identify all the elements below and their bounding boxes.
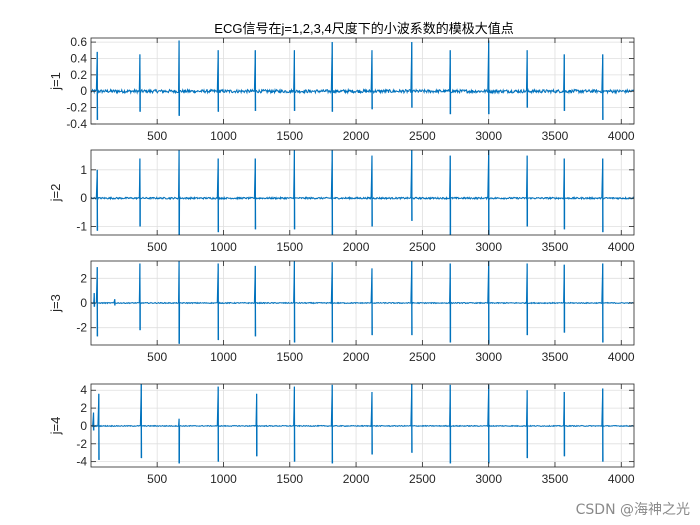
x-tick-label: 3000 (475, 350, 502, 364)
y-axis-label: j=3 (48, 294, 63, 313)
x-tick-label: 500 (147, 350, 167, 364)
x-tick-label: 3500 (542, 240, 569, 254)
x-tick-label: 2500 (409, 472, 436, 486)
x-tick-label: 1000 (210, 350, 237, 364)
x-tick-label: 3500 (542, 129, 569, 143)
subplot-j2: 500 1000 1500 2000 2500 3000 3500 4000 -1 0 1 j=2 (48, 149, 635, 254)
x-tick-label: 1500 (276, 129, 303, 143)
y-tick-label: -2 (76, 321, 87, 335)
y-tick-label: 0 (80, 419, 87, 433)
y-tick-label: 2 (80, 271, 87, 285)
x-tick-label: 3500 (542, 472, 569, 486)
y-tick-label: -4 (76, 455, 87, 469)
y-tick-label: 4 (80, 383, 87, 397)
x-tick-label: 500 (147, 129, 167, 143)
plot-area (91, 38, 634, 124)
y-tick-label: 0.6 (70, 35, 87, 49)
y-tick-label: -0.4 (66, 117, 87, 131)
axes-box (90, 383, 635, 468)
y-tick-label: 0 (80, 84, 87, 98)
x-tick-label: 4000 (608, 240, 635, 254)
plot-area (91, 150, 634, 235)
watermark: CSDN @海神之光 (575, 502, 690, 518)
x-tick-label: 3000 (475, 472, 502, 486)
x-tick-label: 2000 (343, 240, 370, 254)
y-axis-label: j=1 (48, 72, 63, 91)
x-tick-label: 1500 (276, 350, 303, 364)
subplot-j1: 500 1000 1500 2000 2500 3000 3500 4000 -0.4 -0.2 0… (48, 35, 635, 143)
y-axis-label: j=4 (48, 417, 63, 436)
x-tick-label: 1000 (210, 240, 237, 254)
x-tick-label: 2000 (343, 129, 370, 143)
x-tick-label: 1500 (276, 240, 303, 254)
x-tick-label: 3000 (475, 129, 502, 143)
x-tick-label: 1500 (276, 472, 303, 486)
y-tick-label: 1 (80, 163, 87, 177)
y-tick-label: -1 (76, 220, 87, 234)
x-tick-label: 2000 (343, 350, 370, 364)
signal-trace-j2 (90, 149, 635, 236)
x-tick-label: 1000 (210, 472, 237, 486)
subplot-j4: 500 1000 1500 2000 2500 3000 3500 4000 -4 -2 0 2 4 j=… (48, 383, 635, 486)
x-tick-label: 4000 (608, 350, 635, 364)
signal-trace-j1 (90, 40, 635, 120)
y-axis-label: j=2 (48, 184, 63, 203)
x-tick-label: 2000 (343, 472, 370, 486)
x-tick-label: 2500 (409, 129, 436, 143)
x-tick-label: 2500 (409, 240, 436, 254)
y-tick-label: 2 (80, 401, 87, 415)
y-tick-label: 0 (80, 296, 87, 310)
y-tick-label: -2 (76, 437, 87, 451)
x-tick-label: 3000 (475, 240, 502, 254)
x-tick-label: 500 (147, 240, 167, 254)
y-tick-label: 0.2 (70, 68, 87, 82)
y-tick-label: 0 (80, 191, 87, 205)
x-tick-label: 2500 (409, 350, 436, 364)
x-tick-label: 1000 (210, 129, 237, 143)
signal-trace-j4 (90, 383, 634, 464)
subplot-panels: 500 1000 1500 2000 2500 3000 3500 4000-0.4-0.20… (48, 35, 635, 486)
x-tick-label: 3500 (542, 350, 569, 364)
signal-trace-j3 (90, 260, 634, 344)
y-tick-label: 0.4 (70, 51, 87, 65)
x-tick-label: 4000 (608, 129, 635, 143)
x-tick-label: 500 (147, 472, 167, 486)
axes-box (90, 149, 635, 236)
axes-box (90, 37, 635, 125)
subplot-j3: 500 1000 1500 2000 2500 3000 3500 4000 -2 0 2 j=3 (48, 260, 635, 364)
y-tick-label: -0.2 (66, 101, 87, 115)
x-tick-label: 4000 (608, 472, 635, 486)
figure-title: ECG信号在j=1,2,3,4尺度下的小波系数的模极大值点 (214, 21, 513, 36)
